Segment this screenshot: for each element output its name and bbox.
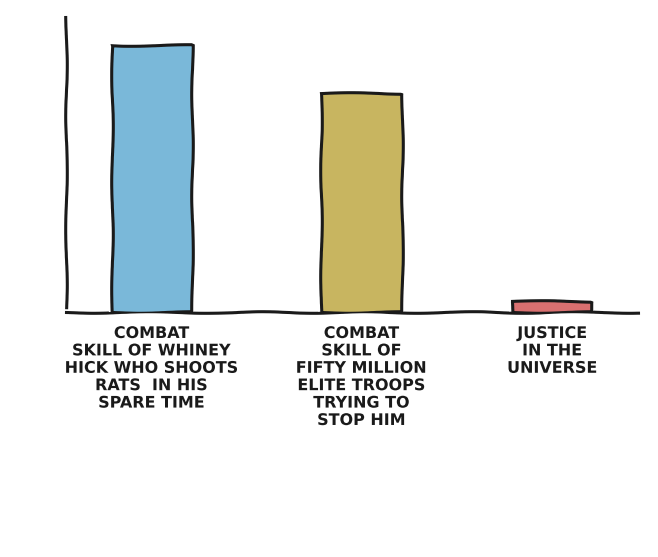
Text: JUSTICE
IN THE
UNIVERSE: JUSTICE IN THE UNIVERSE <box>507 326 597 376</box>
Text: COMBAT
SKILL OF WHINEY
HICK WHO SHOOTS
RATS  IN HIS
SPARE TIME: COMBAT SKILL OF WHINEY HICK WHO SHOOTS R… <box>64 326 239 411</box>
Bar <box>322 92 401 312</box>
Text: COMBAT
SKILL OF
FIFTY MILLION
ELITE TROOPS
TRYING TO
STOP HIM: COMBAT SKILL OF FIFTY MILLION ELITE TROO… <box>295 326 428 428</box>
Bar <box>112 45 191 312</box>
Bar <box>513 301 592 312</box>
